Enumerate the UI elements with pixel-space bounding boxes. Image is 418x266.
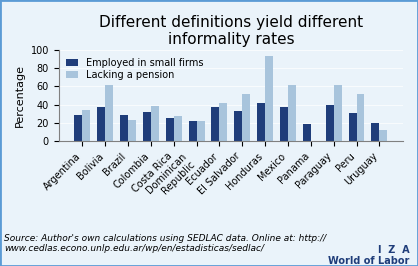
Text: Source: Author's own calculations using SEDLAC data. Online at: http://
www.cedl: Source: Author's own calculations using … <box>4 234 326 253</box>
Bar <box>174 115 182 141</box>
Bar <box>143 112 151 141</box>
Bar <box>242 94 250 141</box>
Bar <box>349 113 357 141</box>
Bar <box>303 124 311 141</box>
Text: I  Z  A
World of Labor: I Z A World of Labor <box>328 245 410 266</box>
Bar <box>380 130 387 141</box>
Bar <box>280 107 288 141</box>
Bar <box>166 118 174 141</box>
Bar <box>151 106 159 141</box>
Bar <box>219 103 227 141</box>
Bar <box>74 115 82 141</box>
Bar <box>257 103 265 141</box>
Bar <box>105 85 113 141</box>
Bar <box>234 111 242 141</box>
Legend: Employed in small firms, Lacking a pension: Employed in small firms, Lacking a pensi… <box>64 55 206 83</box>
Y-axis label: Percentage: Percentage <box>15 64 25 127</box>
Bar <box>371 123 380 141</box>
Bar <box>334 85 342 141</box>
Bar <box>357 94 364 141</box>
Bar <box>189 121 196 141</box>
Title: Different definitions yield different
informality rates: Different definitions yield different in… <box>99 15 363 47</box>
Bar <box>120 115 128 141</box>
Bar <box>97 107 105 141</box>
Bar <box>265 56 273 141</box>
Bar <box>326 105 334 141</box>
Bar <box>288 85 296 141</box>
Bar <box>82 110 90 141</box>
Bar <box>128 120 136 141</box>
Bar <box>196 121 204 141</box>
Bar <box>212 107 219 141</box>
